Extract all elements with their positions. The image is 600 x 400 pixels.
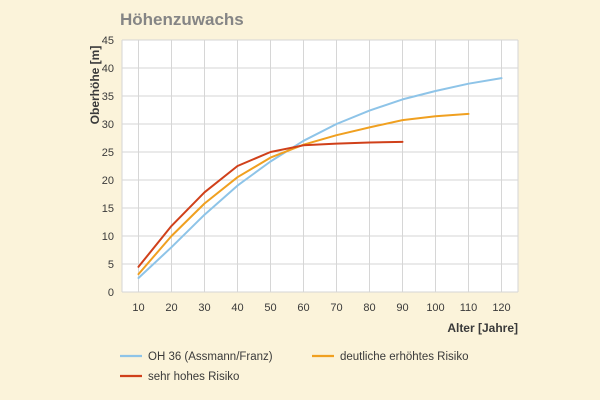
x-tick-label: 70 bbox=[330, 302, 342, 314]
x-tick-label: 120 bbox=[492, 302, 510, 314]
x-tick-label: 90 bbox=[396, 302, 408, 314]
series-lines bbox=[137, 77, 503, 279]
legend-label: OH 36 (Assmann/Franz) bbox=[148, 351, 273, 363]
legend-label: sehr hohes Risiko bbox=[148, 371, 239, 383]
x-tick-label: 100 bbox=[426, 302, 444, 314]
y-tick-label: 20 bbox=[102, 175, 114, 187]
x-tick-label: 80 bbox=[363, 302, 375, 314]
x-tick-label: 50 bbox=[264, 302, 276, 314]
y-tick-label: 40 bbox=[102, 63, 114, 75]
x-tick-label: 30 bbox=[198, 302, 210, 314]
y-tick-label: 5 bbox=[108, 259, 114, 271]
chart-title: Höhenzuwachs bbox=[120, 10, 244, 29]
y-axis-title: Oberhöhe [m] bbox=[88, 46, 102, 125]
x-tick-labels: 10 20 30 40 50 60 70 80 90 100 110 120 bbox=[132, 302, 510, 314]
x-tick-label: 10 bbox=[132, 302, 144, 314]
y-tick-label: 30 bbox=[102, 119, 114, 131]
y-tick-label: 45 bbox=[102, 35, 114, 47]
series-line-3 bbox=[137, 140, 404, 268]
legend-label: deutliche erhöhtes Risiko bbox=[340, 351, 469, 363]
x-tick-label: 20 bbox=[165, 302, 177, 314]
y-tick-labels: 0 5 10 15 20 25 30 35 40 45 bbox=[102, 35, 114, 299]
y-tick-label: 35 bbox=[102, 91, 114, 103]
series-line-1 bbox=[137, 77, 503, 279]
y-tick-label: 25 bbox=[102, 147, 114, 159]
y-tick-label: 10 bbox=[102, 231, 114, 243]
x-tick-label: 40 bbox=[231, 302, 243, 314]
plot-area bbox=[122, 40, 518, 292]
y-tick-label: 0 bbox=[108, 287, 114, 299]
y-tick-label: 15 bbox=[102, 203, 114, 215]
x-tick-label: 110 bbox=[460, 302, 478, 314]
x-tick-label: 60 bbox=[297, 302, 309, 314]
x-axis-title: Alter [Jahre] bbox=[447, 321, 518, 335]
legend: OH 36 (Assmann/Franz) deutliche erhöhtes … bbox=[120, 351, 469, 383]
